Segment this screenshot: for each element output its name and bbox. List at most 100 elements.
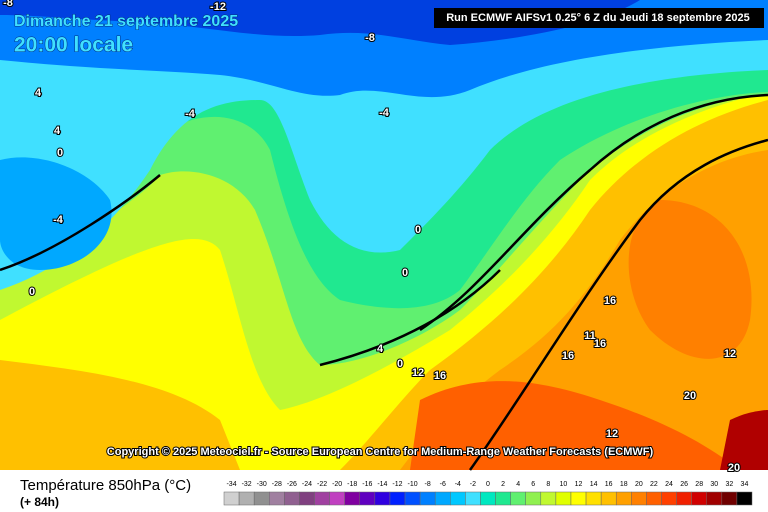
legend-value: -16 [362,481,372,488]
legend-value: 20 [635,481,643,488]
field-greenland [0,157,112,270]
legend-swatch [329,491,345,506]
legend-value: -30 [257,481,267,488]
contour-label: -8 [3,0,13,9]
legend-value: 26 [680,481,688,488]
legend-swatch [344,491,361,506]
legend-value: 12 [575,481,583,488]
legend-swatch [510,491,526,506]
contour-label: 12 [724,348,736,360]
legend-swatch [450,491,466,506]
legend-swatch [374,491,391,506]
legend-swatch [555,491,572,506]
contour-label: -12 [210,1,226,13]
legend-swatch [238,491,255,506]
legend-swatch [706,491,723,506]
legend-value: 0 [486,481,490,488]
contour-label: 4 [54,125,61,137]
legend-swatch [585,491,602,506]
footer-title: Température 850hPa (°C) [20,477,191,494]
legend-value: -6 [440,481,446,488]
legend-value: 32 [725,481,733,488]
legend-swatch [600,491,617,506]
legend-swatch [314,491,330,506]
legend-value: 22 [650,481,658,488]
legend-value: 10 [560,481,568,488]
contour-label: 16 [594,338,606,350]
map [0,0,768,471]
contour-label: 20 [684,390,696,402]
legend-swatch [615,491,632,506]
legend-swatch [253,491,270,506]
legend-swatch [465,491,481,506]
legend: -34 -32 -30 -28 -26 -24 -22 -20 -18 -16 -14 -12 -10-… [223,481,753,506]
legend-swatch [389,491,406,506]
contour-label: -8 [365,32,375,44]
contour-label: 0 [57,147,63,159]
legend-swatch [631,491,647,506]
legend-swatch [525,491,542,506]
contour-label: 12 [606,428,618,440]
legend-value: 24 [665,481,673,488]
legend-value: -34 [226,481,236,488]
run-info: Run ECMWF AIFSv1 0.25° 6 Z du Jeudi 18 s… [446,12,750,24]
legend-swatch [736,491,753,506]
legend-value: -22 [317,481,327,488]
legend-swatch [223,491,240,506]
contour-label: 0 [402,267,408,279]
legend-swatch [284,491,300,506]
legend-swatch [434,491,451,506]
legend-value: -12 [392,481,402,488]
run-box [434,8,764,28]
field-orange-west [0,360,240,470]
legend-swatch [404,491,421,506]
legend-value: -10 [408,481,418,488]
contour-label: 20 [728,462,740,474]
legend-value: -18 [347,481,357,488]
legend-value: 2 [501,481,505,488]
legend-value: 16 [605,481,613,488]
legend-value: -24 [302,481,312,488]
contour-label: -4 [53,214,64,226]
legend-swatch [269,491,285,506]
legend-value: -4 [455,481,461,488]
contour-label: 4 [35,87,42,99]
legend-value: 6 [531,481,535,488]
contour-label: 11 [584,330,596,342]
legend-value: -2 [470,481,476,488]
footer-lead: (+ 84h) [20,495,59,509]
legend-value: 28 [695,481,703,488]
contour-label: -4 [379,107,390,119]
field-orange3 [628,200,752,359]
legend-swatch [419,491,436,506]
contour-label: 0 [397,358,403,370]
legend-swatch [299,491,315,506]
contour-label: -4 [185,108,196,120]
contour-label: 4 [377,343,384,355]
legend-value: -28 [272,481,282,488]
coastline [419,93,768,332]
legend-value: -20 [332,481,342,488]
legend-value: 4 [516,481,520,488]
legend-value: 8 [546,481,550,488]
contour-label: 16 [434,370,446,382]
field-red [410,381,740,470]
contour-label: 0 [415,224,421,236]
legend-value: 18 [620,481,628,488]
contour-label: 16 [562,350,574,362]
legend-swatch [570,491,587,506]
legend-value: -14 [377,481,387,488]
copyright: Copyright © 2025 Meteociel.fr - Source E… [107,446,654,458]
legend-swatch [691,491,707,506]
legend-swatch [495,491,511,506]
legend-swatch [661,491,677,506]
legend-value: -26 [287,481,297,488]
legend-swatch [540,491,557,506]
date: Dimanche 21 septembre 2025 [14,13,238,30]
field-darkred [720,410,768,470]
contour-label: 16 [604,295,616,307]
legend-value: -8 [425,481,431,488]
legend-swatch [646,491,662,506]
legend-value: 30 [710,481,718,488]
